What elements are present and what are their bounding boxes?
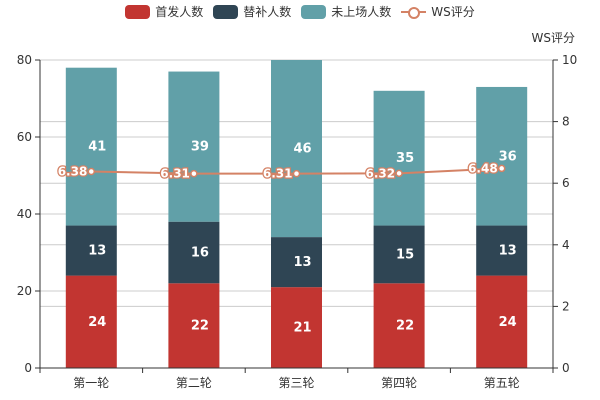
- legend-label-unused: 未上场人数: [331, 5, 392, 19]
- y-left-tick-label: 60: [17, 130, 32, 144]
- x-tick-label: 第三轮: [278, 376, 314, 390]
- x-tick-label: 第一轮: [73, 376, 109, 390]
- ws-score-label-1: 6.38: [58, 164, 88, 178]
- bar-1-2: [168, 283, 220, 368]
- x-tick-label: 第四轮: [381, 376, 417, 390]
- bar-2-1: [65, 225, 117, 276]
- legend-item-starters[interactable]: 首发人数: [125, 3, 203, 20]
- y-right-tick-label: 4: [562, 238, 570, 252]
- y-right-axis-title: WS评分: [532, 31, 575, 45]
- bar-3-2: [168, 71, 220, 222]
- bar-label-3-4: 35: [396, 151, 414, 166]
- ws-score-label-5: 6.48: [468, 161, 498, 175]
- bar-label-2-1: 13: [88, 244, 106, 259]
- ws-score-point-4: [395, 169, 403, 178]
- bar-2-3: [271, 237, 322, 288]
- bar-3-4: [373, 90, 425, 226]
- bar-label-3-3: 46: [293, 142, 311, 157]
- y-left-tick-label: 80: [17, 53, 32, 67]
- legend-label-substitutes: 替补人数: [243, 5, 292, 19]
- bar-2-4: [373, 225, 425, 284]
- x-tick-label: 第五轮: [484, 376, 520, 390]
- legend-swatch-starters: [125, 4, 151, 19]
- y-right-tick-label: 8: [562, 115, 570, 129]
- bar-3-3: [271, 60, 322, 238]
- ws-score-label-3: 6.31: [263, 167, 293, 181]
- ws-score-label-2: 6.31: [160, 167, 190, 181]
- bar-3-1: [65, 67, 117, 226]
- ws-score-point-1: [87, 167, 96, 176]
- ws-score-point-2: [190, 169, 198, 178]
- legend-item-substitutes[interactable]: 替补人数: [213, 3, 291, 20]
- bar-label-2-4: 15: [396, 247, 414, 262]
- bar-2-2: [168, 221, 220, 284]
- legend-item-unused[interactable]: 未上场人数: [301, 3, 391, 20]
- bar-label-1-1: 24: [88, 315, 106, 330]
- bar-1-4: [373, 283, 425, 368]
- ws-score-point-3: [292, 169, 301, 178]
- bar-label-2-2: 16: [191, 246, 209, 261]
- bar-label-3-2: 39: [191, 140, 209, 155]
- bar-label-1-2: 22: [191, 319, 209, 334]
- y-right-tick-label: 10: [562, 53, 577, 67]
- x-tick-label: 第二轮: [176, 376, 212, 390]
- bar-2-5: [476, 225, 528, 276]
- legend-item-ws-score[interactable]: .line-swatch::before{background:#d48265}…: [401, 3, 475, 20]
- legend-label-ws-score: WS评分: [431, 5, 475, 19]
- bar-1-5: [476, 275, 528, 368]
- y-left-tick-label: 40: [17, 207, 32, 221]
- y-right-tick-label: 0: [562, 361, 570, 375]
- bar-label-3-1: 41: [88, 140, 106, 155]
- y-right-tick-label: 6: [562, 176, 570, 190]
- legend-swatch-ws-score: .line-swatch::before{background:#d48265}…: [401, 5, 427, 19]
- bar-1-3: [271, 287, 322, 368]
- y-right-tick-label: 2: [562, 299, 570, 313]
- legend: 首发人数 替补人数 未上场人数 .line-swatch::before{bac…: [0, 3, 600, 20]
- bar-label-2-3: 13: [293, 255, 311, 270]
- bar-1-1: [65, 275, 117, 368]
- ws-score-label-4: 6.32: [365, 166, 395, 180]
- bar-label-2-5: 13: [499, 244, 517, 259]
- legend-label-starters: 首发人数: [155, 5, 204, 19]
- y-left-tick-label: 20: [17, 284, 32, 298]
- bar-label-3-5: 36: [499, 149, 517, 164]
- legend-swatch-unused: [301, 4, 327, 19]
- bar-3-5: [476, 86, 528, 226]
- legend-swatch-substitutes: [213, 4, 239, 19]
- bar-label-1-4: 22: [396, 319, 414, 334]
- y-left-tick-label: 0: [24, 361, 32, 375]
- ws-score-point-5: [497, 164, 506, 173]
- bar-label-1-5: 24: [499, 315, 517, 330]
- bar-label-1-3: 21: [293, 321, 311, 336]
